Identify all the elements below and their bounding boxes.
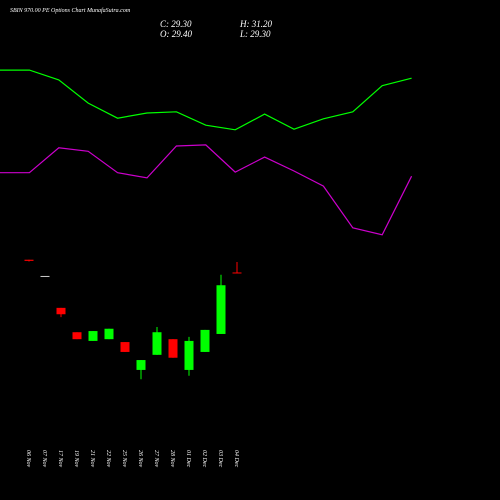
x-tick-label: 26 Nov	[137, 450, 143, 468]
overlay-line	[0, 144, 413, 236]
x-tick-label: 28 Nov	[169, 450, 175, 468]
candle-body	[200, 329, 210, 352]
x-tick-label: 27 Nov	[153, 450, 159, 468]
x-tick-label: 07 Nov	[41, 450, 47, 468]
candle-body	[56, 307, 66, 315]
candle-body	[104, 328, 114, 340]
candle-body	[216, 285, 226, 334]
candle-body	[184, 340, 194, 370]
x-tick-label: 22 Nov	[105, 450, 111, 468]
low-label: L: 29.30	[239, 29, 271, 39]
close-label: C: 29.30	[160, 19, 192, 29]
x-tick-label: 01 Dec	[185, 450, 191, 467]
high-label: H: 31.20	[239, 19, 272, 29]
candle-body	[24, 259, 34, 261]
chart-title: SBIN 970.00 PE Options Chart MunafaSutra…	[10, 7, 131, 14]
x-tick-label: 02 Dec	[201, 450, 207, 467]
candle-body	[152, 332, 162, 355]
candle-body	[40, 275, 50, 277]
x-tick-label: 04 Dec	[233, 450, 240, 467]
x-tick-label: 21 Nov	[89, 450, 95, 468]
candle-body	[168, 339, 178, 358]
x-tick-label: 06 Nov	[25, 450, 31, 468]
candle-body	[72, 332, 82, 340]
candle-body	[136, 360, 146, 370]
candle-body	[120, 342, 130, 352]
x-tick-label: 25 Nov	[121, 450, 127, 468]
overlay-line	[0, 69, 412, 131]
open-label: O: 29.40	[160, 29, 192, 39]
candle-body	[88, 331, 98, 341]
candle-body	[232, 272, 242, 274]
x-tick-label: 17 Nov	[57, 450, 63, 468]
x-tick-label: 03 Dec	[217, 450, 223, 467]
x-tick-label: 19 Nov	[73, 450, 79, 468]
